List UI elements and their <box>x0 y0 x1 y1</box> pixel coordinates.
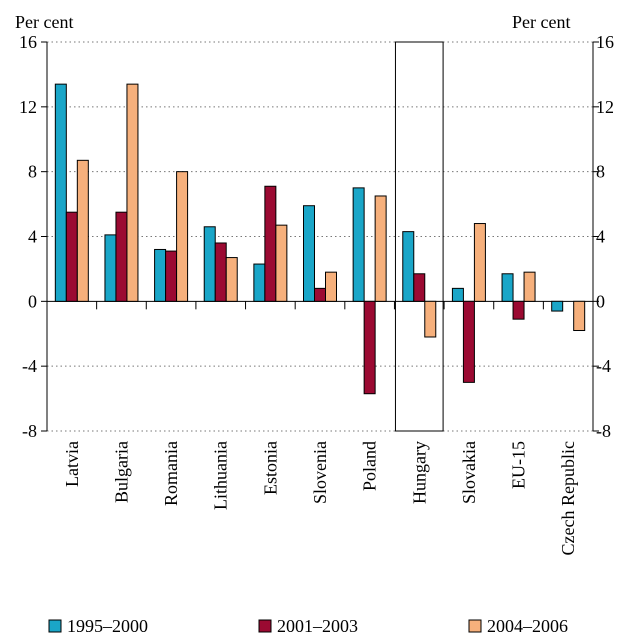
left-axis-unit-label: Per cent <box>15 12 73 32</box>
bar-3-lithuania <box>225 257 238 302</box>
legend-label: 2001–2003 <box>277 616 358 636</box>
bar-2-bulgaria <box>115 211 128 302</box>
bar-3-slovakia <box>473 223 486 302</box>
legend-swatch <box>48 619 62 633</box>
category-label: Latvia <box>62 441 82 487</box>
y-tick-label-left: 12 <box>19 97 37 117</box>
y-tick-label-right: 4 <box>596 227 605 247</box>
bar-1-bulgaria <box>104 234 117 302</box>
y-tick-label-left: -8 <box>22 421 37 441</box>
category-label: Bulgaria <box>111 441 131 503</box>
y-tick-label-right: 8 <box>596 162 605 182</box>
bar-3-slovenia <box>325 271 337 302</box>
bar-2-romania <box>165 250 178 302</box>
bars <box>54 83 586 395</box>
bar-2-hungary <box>413 273 426 302</box>
bar-3-czech-republic <box>573 300 586 332</box>
category-label: Lithuania <box>211 441 231 510</box>
bar-3-latvia <box>76 159 89 302</box>
bar-1-czech-republic <box>551 300 564 312</box>
category-label: EU-15 <box>509 441 529 489</box>
bar-2-eu-15 <box>512 300 525 320</box>
bar-2-slovakia <box>462 300 475 383</box>
bar-3-estonia <box>275 224 288 302</box>
bar-1-estonia <box>253 263 266 302</box>
bar-1-hungary <box>402 231 415 302</box>
tick-labels: -8 -8 -4 -4 0 0 4 4 8 8 12 12 16 16 <box>19 32 614 441</box>
legend-label: 1995–2000 <box>67 616 148 636</box>
legend: 1995–2000 2001–2003 2004–2006 <box>48 616 568 636</box>
bar-1-slovenia <box>303 205 315 302</box>
highlight-box <box>394 41 444 432</box>
bar-1-romania <box>154 248 167 302</box>
category-label: Slovenia <box>310 441 330 504</box>
legend-label: 2004–2006 <box>487 616 568 636</box>
bar-1-latvia <box>54 83 67 302</box>
category-label: Slovakia <box>459 441 479 504</box>
bar-2-latvia <box>65 211 78 302</box>
bar-2-slovenia <box>314 287 326 302</box>
bar-3-bulgaria <box>126 83 139 302</box>
y-tick-label-right: -8 <box>596 421 611 441</box>
y-tick-label-right: 12 <box>596 97 614 117</box>
y-tick-label-left: -4 <box>22 356 37 376</box>
bar-1-lithuania <box>203 226 216 302</box>
legend-swatch <box>258 619 272 633</box>
y-tick-label-left: 8 <box>28 162 37 182</box>
y-tick-label-right: 16 <box>596 32 614 52</box>
y-tick-label-right: -4 <box>596 356 611 376</box>
y-tick-label-left: 0 <box>28 291 37 311</box>
highlight-box-layer <box>394 41 444 432</box>
bar-2-estonia <box>264 185 277 302</box>
bar-2-lithuania <box>214 242 227 302</box>
category-label: Estonia <box>260 441 280 495</box>
category-label: Poland <box>360 441 380 491</box>
bar-1-eu-15 <box>501 273 514 302</box>
bar-2-poland <box>363 300 376 395</box>
bar-1-slovakia <box>451 287 464 302</box>
bar-3-hungary <box>424 300 437 338</box>
bar-3-eu-15 <box>523 271 536 302</box>
y-tick-label-right: 0 <box>596 291 605 311</box>
category-label: Hungary <box>409 441 429 504</box>
bar-3-romania <box>176 171 189 302</box>
legend-swatch <box>468 619 482 633</box>
bar-3-poland <box>374 195 387 302</box>
bar-1-poland <box>352 187 365 302</box>
category-labels: Latvia Bulgaria Romania Lithuania Estonia Slo… <box>62 441 578 555</box>
right-axis-unit-label: Per cent <box>512 12 570 32</box>
y-tick-label-left: 16 <box>19 32 37 52</box>
category-label: Czech Republic <box>558 441 578 555</box>
category-label: Romania <box>161 441 181 506</box>
y-tick-label-left: 4 <box>28 227 37 247</box>
